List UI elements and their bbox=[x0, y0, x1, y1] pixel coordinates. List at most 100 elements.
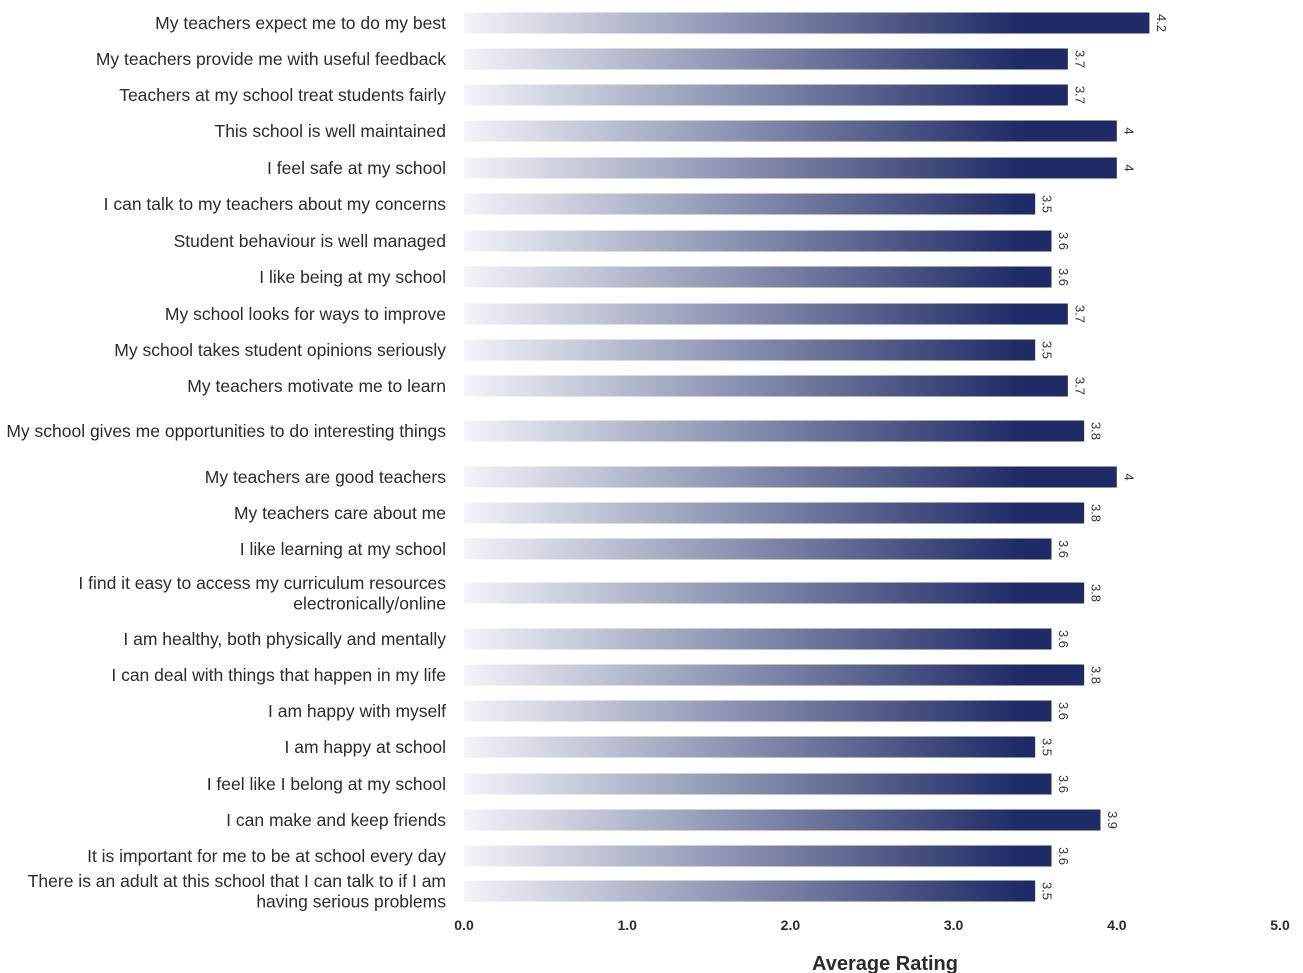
value-label: 3.7 bbox=[1072, 86, 1087, 104]
value-label: 4 bbox=[1121, 127, 1136, 134]
category-label: I can talk to my teachers about my conce… bbox=[104, 194, 447, 214]
category-label-line: My teachers motivate me to learn bbox=[187, 376, 446, 396]
category-label: Student behaviour is well managed bbox=[174, 231, 446, 251]
category-label-line: My teachers are good teachers bbox=[205, 467, 446, 487]
category-label-line: It is important for me to be at school e… bbox=[87, 846, 446, 866]
bar-7 bbox=[464, 266, 1052, 288]
bar-8 bbox=[464, 303, 1068, 325]
x-axis-title: Average Rating bbox=[812, 953, 958, 973]
category-label: I can deal with things that happen in my… bbox=[111, 665, 446, 685]
category-label: I feel like I belong at my school bbox=[207, 774, 446, 794]
value-label: 4 bbox=[1121, 473, 1136, 480]
value-label: 3.5 bbox=[1040, 882, 1055, 900]
bar-11 bbox=[464, 420, 1085, 442]
bar-23 bbox=[464, 880, 1036, 902]
bar-0 bbox=[464, 12, 1150, 34]
value-label: 3.6 bbox=[1056, 702, 1071, 720]
bar-21 bbox=[464, 809, 1101, 831]
category-label: There is an adult at this school that I … bbox=[28, 871, 447, 912]
category-label: Teachers at my school treat students fai… bbox=[119, 85, 446, 105]
bar-4 bbox=[464, 157, 1117, 179]
category-label: I find it easy to access my curriculum r… bbox=[78, 573, 446, 614]
category-label: I can make and keep friends bbox=[226, 810, 446, 830]
value-label: 3.8 bbox=[1089, 666, 1104, 684]
value-label: 3.7 bbox=[1072, 50, 1087, 68]
category-label-line: I like being at my school bbox=[259, 267, 446, 287]
value-label: 3.8 bbox=[1089, 584, 1104, 602]
value-labels: 4.2 3.7 3.7 4 4 3.5 3.6 3.6 3.7 3.5 3.7 3.8 4 3.8 3.6 3… bbox=[1040, 14, 1169, 900]
category-label-line: I can make and keep friends bbox=[226, 810, 446, 830]
category-label: I like learning at my school bbox=[240, 539, 446, 559]
x-tick-label: 5.0 bbox=[1270, 917, 1290, 933]
value-label: 3.6 bbox=[1056, 540, 1071, 558]
bar-18 bbox=[464, 700, 1052, 722]
category-label-line: My school gives me opportunities to do i… bbox=[6, 421, 446, 441]
category-label-line: Student behaviour is well managed bbox=[174, 231, 446, 251]
category-label-line: having serious problems bbox=[256, 891, 446, 911]
category-label: My teachers care about me bbox=[234, 503, 446, 523]
value-label: 3.7 bbox=[1072, 305, 1087, 323]
value-label: 3.8 bbox=[1089, 422, 1104, 440]
bar-15 bbox=[464, 582, 1085, 604]
value-label: 3.7 bbox=[1072, 377, 1087, 395]
category-label-line: My school looks for ways to improve bbox=[165, 304, 446, 324]
category-label: I feel safe at my school bbox=[267, 158, 446, 178]
category-label: This school is well maintained bbox=[215, 121, 447, 141]
x-tick-label: 4.0 bbox=[1107, 917, 1127, 933]
bar-2 bbox=[464, 84, 1068, 106]
category-label: I like being at my school bbox=[259, 267, 446, 287]
bar-22 bbox=[464, 845, 1052, 867]
x-tick-label: 0.0 bbox=[454, 917, 474, 933]
category-label: My teachers are good teachers bbox=[205, 467, 446, 487]
category-label: My school takes student opinions serious… bbox=[114, 340, 446, 360]
value-label: 3.8 bbox=[1089, 504, 1104, 522]
x-tick-label: 1.0 bbox=[617, 917, 637, 933]
category-labels: My teachers expect me to do my best My te… bbox=[6, 13, 446, 911]
category-label-line: I am happy with myself bbox=[268, 701, 446, 721]
category-label-line: My teachers provide me with useful feedb… bbox=[96, 49, 446, 69]
bar-14 bbox=[464, 538, 1052, 560]
category-label-line: electronically/online bbox=[293, 593, 446, 613]
value-label: 3.6 bbox=[1056, 630, 1071, 648]
category-label-line: There is an adult at this school that I … bbox=[28, 871, 446, 891]
bars bbox=[464, 12, 1150, 902]
category-label-line: I feel safe at my school bbox=[267, 158, 446, 178]
x-axis-ticks: 0.0 1.0 2.0 3.0 4.0 5.0 bbox=[454, 917, 1290, 933]
x-tick-label: 3.0 bbox=[944, 917, 964, 933]
category-label-line: I can deal with things that happen in my… bbox=[111, 665, 446, 685]
category-label: I am healthy, both physically and mental… bbox=[123, 629, 446, 649]
category-label-line: I like learning at my school bbox=[240, 539, 446, 559]
category-label: My teachers motivate me to learn bbox=[187, 376, 446, 396]
bar-12 bbox=[464, 466, 1117, 488]
value-label: 3.6 bbox=[1056, 775, 1071, 793]
category-label: My teachers provide me with useful feedb… bbox=[96, 49, 446, 69]
category-label-line: My school takes student opinions serious… bbox=[114, 340, 446, 360]
value-label: 3.6 bbox=[1056, 232, 1071, 250]
category-label: I am happy at school bbox=[285, 737, 446, 757]
category-label-line: My teachers care about me bbox=[234, 503, 446, 523]
bar-9 bbox=[464, 339, 1036, 361]
bar-17 bbox=[464, 664, 1085, 686]
category-label: I am happy with myself bbox=[268, 701, 446, 721]
value-label: 3.9 bbox=[1105, 811, 1120, 829]
value-label: 4 bbox=[1121, 164, 1136, 171]
bar-20 bbox=[464, 773, 1052, 795]
category-label-line: I am happy at school bbox=[285, 737, 446, 757]
category-label-line: Teachers at my school treat students fai… bbox=[119, 85, 446, 105]
bar-19 bbox=[464, 736, 1036, 758]
category-label-line: This school is well maintained bbox=[215, 121, 447, 141]
category-label: It is important for me to be at school e… bbox=[87, 846, 446, 866]
bar-3 bbox=[464, 120, 1117, 142]
category-label-line: I feel like I belong at my school bbox=[207, 774, 446, 794]
bar-6 bbox=[464, 230, 1052, 252]
bar-1 bbox=[464, 48, 1068, 70]
value-label: 3.5 bbox=[1040, 341, 1055, 359]
category-label-line: I can talk to my teachers about my conce… bbox=[104, 194, 447, 214]
category-label-line: My teachers expect me to do my best bbox=[155, 13, 446, 33]
value-label: 4.2 bbox=[1154, 14, 1169, 32]
category-label-line: I am healthy, both physically and mental… bbox=[123, 629, 446, 649]
category-label-line: I find it easy to access my curriculum r… bbox=[78, 573, 446, 593]
x-tick-label: 2.0 bbox=[781, 917, 801, 933]
bar-10 bbox=[464, 375, 1068, 397]
bar-5 bbox=[464, 193, 1036, 215]
